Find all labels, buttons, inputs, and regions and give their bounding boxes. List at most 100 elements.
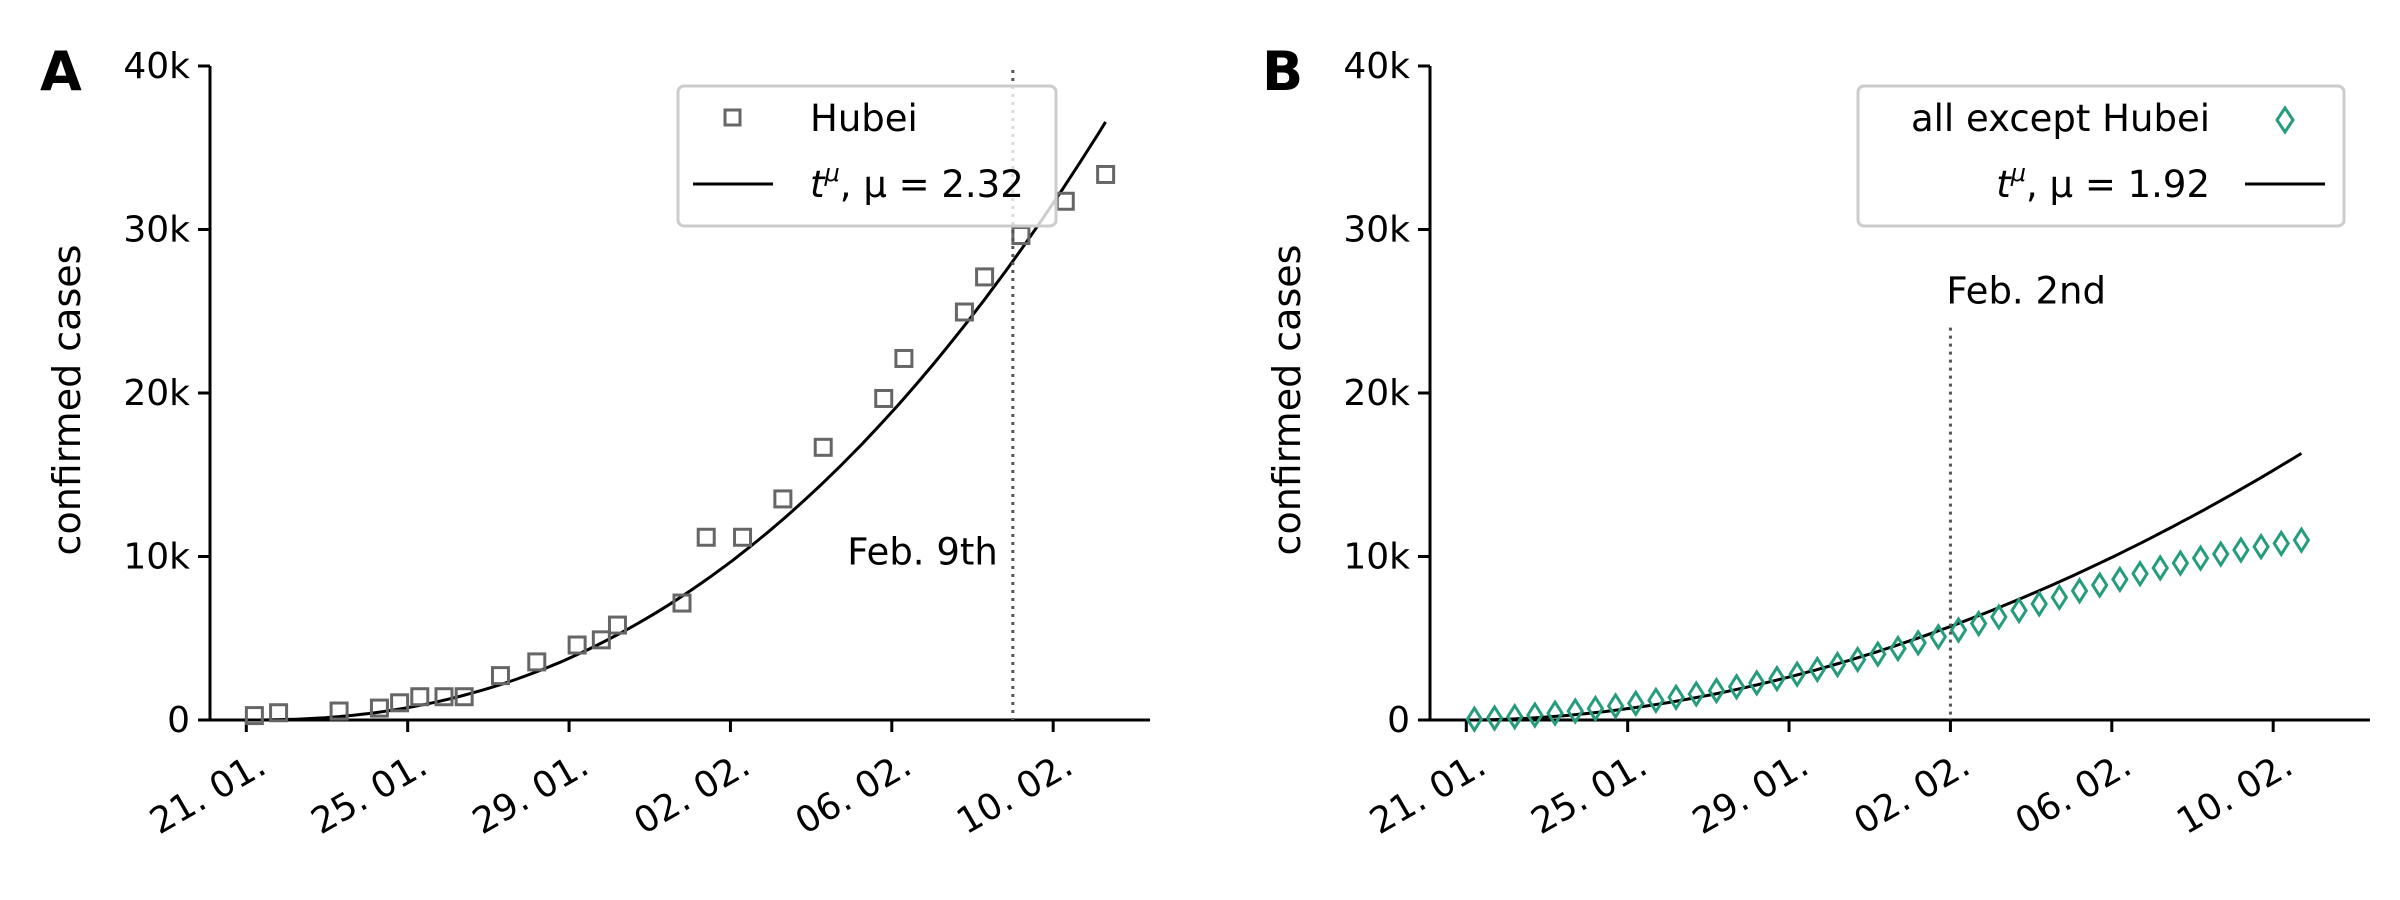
y-tick-label: 30k <box>1343 210 1410 251</box>
legend-label-rest: all except Hubei <box>1911 97 2210 140</box>
y-tick-label: 0 <box>1387 700 1410 741</box>
legend-fit-a-rest: , μ = 2.32 <box>840 163 1024 206</box>
data-point <box>954 302 974 322</box>
fit-curve-path <box>246 121 1107 722</box>
fit-curve-path <box>1466 452 2303 722</box>
data-point <box>2151 554 2169 582</box>
legend-marker-rest <box>2275 105 2295 135</box>
data-point <box>2191 544 2210 572</box>
legend-fit-b-rest: , μ = 1.92 <box>2026 163 2210 206</box>
data-point <box>1969 609 1988 638</box>
y-axis-label-a: confirmed cases <box>45 245 89 556</box>
data-point <box>1647 686 1665 715</box>
data-point <box>696 527 716 547</box>
data-point <box>2070 577 2089 605</box>
x-tick-label: 10. 02. <box>950 744 1080 842</box>
x-axis-b: 21. 01. 25. 01. 29. 01. 02. 02. 06. 02. 10. 0… <box>1363 718 2370 843</box>
data-point <box>434 687 454 707</box>
legend-fit-a-base: t <box>810 163 826 206</box>
data-point <box>1526 701 1544 729</box>
data-point <box>1768 664 1786 693</box>
legend-fit-a-sup: μ <box>824 159 840 187</box>
data-point <box>1909 629 1927 657</box>
data-point <box>1788 660 1806 689</box>
data-point <box>2131 559 2149 588</box>
data-point <box>733 527 753 547</box>
y-tick-label: 0 <box>167 700 190 741</box>
data-point <box>813 437 833 457</box>
x-axis-a: 21. 01. 25. 01. 29. 01. 02. 02. 06. 02. 10. 0… <box>143 718 1150 843</box>
data-point <box>1949 616 1968 644</box>
legend-box-b <box>1856 84 2346 228</box>
data-point <box>2252 532 2270 561</box>
data-markers-b <box>1465 526 2311 733</box>
x-tick-label: 29. 01. <box>1686 744 1816 842</box>
data-point <box>591 630 611 650</box>
x-tick-label: 21. 01. <box>1363 744 1493 842</box>
data-point <box>1566 697 1585 725</box>
y-axis-label-b: confirmed cases <box>1265 245 1309 556</box>
data-point <box>1889 634 1907 663</box>
data-point <box>2272 529 2291 558</box>
legend-b: all except Hubei tμ, μ = 1.92 <box>1856 84 2346 228</box>
data-point <box>1505 702 1524 731</box>
data-point <box>2171 549 2190 577</box>
data-point <box>1727 673 1746 701</box>
data-point <box>1626 689 1645 718</box>
data-point <box>1869 640 1887 668</box>
data-point <box>1667 683 1685 712</box>
data-point <box>369 698 389 718</box>
y-tick-label: 40k <box>123 46 190 87</box>
y-tick-label: 20k <box>1343 373 1410 414</box>
legend-label-hubei: Hubei <box>810 97 918 140</box>
data-point <box>607 615 627 635</box>
data-point <box>1990 603 2008 631</box>
legend-a: Hubei tμ, μ = 2.32 <box>676 84 1058 228</box>
panel-letter-b: B <box>1262 40 1303 103</box>
data-point <box>1929 622 1948 651</box>
legend-fit-b-sup: μ <box>2010 159 2026 187</box>
data-point <box>1606 692 1625 720</box>
x-tick-label: 06. 02. <box>789 744 919 842</box>
fit-curve-a <box>246 121 1107 722</box>
data-point <box>1848 645 1867 674</box>
fit-curve-b <box>1466 452 2303 722</box>
legend-box-a <box>676 84 1058 228</box>
data-point <box>2030 590 2048 618</box>
data-point <box>2292 526 2311 554</box>
data-point <box>567 635 587 655</box>
legend-label-fit-b: tμ, μ = 1.92 <box>1996 159 2210 206</box>
legend-fit-b-base: t <box>1996 163 2012 206</box>
y-tick-label: 10k <box>1343 537 1410 578</box>
data-point <box>672 593 692 613</box>
data-point <box>1485 704 1504 732</box>
data-point <box>2010 596 2028 625</box>
data-point <box>2232 536 2250 564</box>
y-axis-b: 0 10k 20k 30k 40k <box>1343 46 1432 741</box>
data-point <box>1808 655 1827 684</box>
y-tick-label: 40k <box>1343 46 1410 87</box>
x-tick-label: 21. 01. <box>143 744 273 842</box>
x-tick-label: 06. 02. <box>2009 744 2139 842</box>
x-tick-label: 25. 01. <box>1525 744 1655 842</box>
y-tick-label: 30k <box>123 210 190 251</box>
data-point <box>1586 694 1605 723</box>
y-tick-label: 10k <box>123 537 190 578</box>
x-tick-label: 10. 02. <box>2170 744 2300 842</box>
data-point <box>390 693 410 713</box>
data-point <box>894 348 914 368</box>
data-point <box>1011 226 1031 246</box>
data-point <box>269 703 289 723</box>
data-point <box>329 701 349 721</box>
data-point <box>527 652 547 672</box>
data-point <box>975 267 995 287</box>
annotation-b: Feb. 2nd <box>1946 269 2106 312</box>
y-axis-a: 0 10k 20k 30k 40k <box>123 46 212 741</box>
data-point <box>773 489 793 509</box>
data-point <box>490 666 510 686</box>
panel-letter-a: A <box>40 40 82 103</box>
data-point <box>410 687 430 707</box>
data-point <box>2090 571 2109 599</box>
